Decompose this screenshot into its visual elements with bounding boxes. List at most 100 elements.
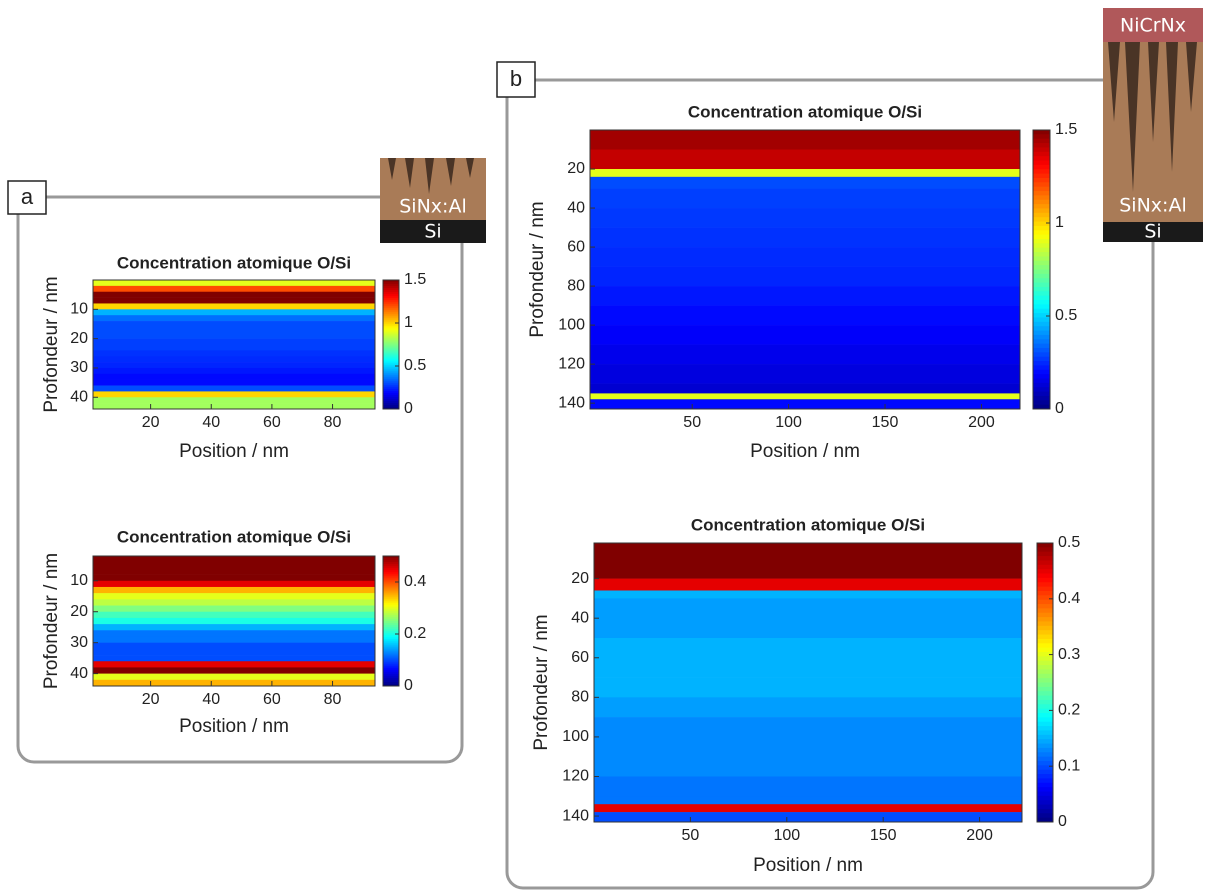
colorbar-cell bbox=[383, 653, 399, 657]
y-tick-label: 30 bbox=[70, 634, 88, 651]
heat-row bbox=[93, 605, 375, 613]
colorbar-cell bbox=[1037, 617, 1053, 622]
colorbar-cell bbox=[383, 332, 399, 335]
colorbar-cell bbox=[1033, 208, 1050, 214]
colorbar-cell bbox=[1037, 551, 1053, 557]
x-axis-label: Position / nm bbox=[179, 441, 289, 462]
heat-row bbox=[93, 667, 375, 674]
colorbar-cell bbox=[383, 396, 399, 400]
colorbar-cell bbox=[1037, 778, 1053, 784]
y-tick-label: 120 bbox=[558, 355, 585, 372]
chart: 50 100 150 200 20 40 60 80 100 120 140 0 0.5 1 1.5 Conc… bbox=[527, 102, 1077, 462]
colorbar-cell bbox=[383, 288, 399, 291]
colorbar-cell bbox=[383, 623, 399, 626]
colorbar-cell bbox=[1033, 217, 1050, 223]
colorbar-cell bbox=[383, 328, 399, 331]
colorbar-cell bbox=[1037, 604, 1053, 609]
colorbar-cell bbox=[1033, 278, 1050, 284]
colorbar-cell bbox=[1037, 582, 1053, 588]
colorbar-cell bbox=[383, 376, 399, 380]
colorbar-cell bbox=[1033, 282, 1050, 288]
colorbar-cell bbox=[383, 582, 399, 585]
colorbar-cell bbox=[383, 392, 399, 396]
colorbar-cell bbox=[1033, 269, 1050, 275]
colorbar-cell bbox=[1033, 391, 1050, 397]
colorbar-cell bbox=[1037, 599, 1053, 605]
x-tick-label: 20 bbox=[142, 414, 160, 431]
y-axis-label: Profondeur / nm bbox=[41, 276, 62, 412]
colorbar-cell bbox=[1033, 177, 1050, 183]
layer bbox=[1103, 8, 1203, 42]
panel-frame bbox=[16, 195, 464, 764]
colorbar-cell bbox=[1037, 743, 1053, 749]
colorbar-cell bbox=[1037, 817, 1053, 823]
y-tick-label: 20 bbox=[70, 330, 88, 347]
layer-label: SiNx:Al bbox=[399, 196, 466, 218]
colorbar-cell bbox=[383, 669, 399, 673]
colorbar-cell bbox=[383, 390, 399, 394]
heat-row bbox=[93, 280, 375, 287]
colorbar-cell bbox=[383, 366, 399, 370]
colorbar-cell bbox=[1037, 686, 1053, 692]
colorbar-cell bbox=[383, 602, 399, 606]
panel-label-box bbox=[7, 180, 47, 215]
layer bbox=[1103, 222, 1203, 242]
colorbar-cell bbox=[383, 572, 399, 575]
colorbar-cell bbox=[383, 673, 399, 677]
colorbar-cell bbox=[383, 643, 399, 646]
colorbar-cell bbox=[383, 570, 399, 573]
colorbar-cell bbox=[383, 306, 399, 309]
colorbar-cell bbox=[383, 302, 399, 305]
colorbar-cell bbox=[1037, 586, 1053, 592]
colorbar-cell bbox=[383, 612, 399, 616]
heat-row bbox=[93, 403, 375, 410]
colorbar-tick-label: 0.2 bbox=[1058, 702, 1080, 719]
heat-row bbox=[590, 383, 1020, 394]
colorbar-cell bbox=[383, 651, 399, 654]
colorbar-cell bbox=[383, 631, 399, 634]
colorbar-cell bbox=[1033, 186, 1050, 192]
colorbar-cell bbox=[1033, 225, 1050, 231]
colorbar-cell bbox=[383, 294, 399, 297]
colorbar-cell bbox=[383, 578, 399, 581]
y-tick-label: 10 bbox=[70, 301, 88, 318]
colorbar-cell bbox=[1037, 713, 1053, 718]
colorbar-cell bbox=[1033, 173, 1050, 179]
layer-stack: SiNx:Al Si bbox=[380, 158, 486, 243]
colorbar-cell bbox=[383, 590, 399, 594]
colorbar-tick-label: 0.5 bbox=[1058, 534, 1080, 551]
colorbar-cell bbox=[383, 362, 399, 366]
colorbar-cell bbox=[383, 681, 399, 685]
colorbar-cell bbox=[383, 320, 399, 323]
heat-row bbox=[93, 391, 375, 398]
colorbar-cell bbox=[383, 580, 399, 583]
colorbar-cell bbox=[1037, 682, 1053, 688]
colorbar-tick-label: 0.5 bbox=[1055, 307, 1077, 324]
colorbar-cell bbox=[383, 314, 399, 317]
colorbar-cell bbox=[1033, 234, 1050, 240]
heat-row bbox=[93, 655, 375, 662]
colorbar-cell bbox=[383, 677, 399, 681]
colorbar-cell bbox=[1037, 734, 1053, 740]
colorbar-cell bbox=[383, 402, 399, 406]
colorbar-cell bbox=[1037, 791, 1053, 797]
colorbar-cell bbox=[383, 372, 399, 376]
colorbar-cell bbox=[383, 380, 399, 384]
heat-row bbox=[590, 344, 1020, 365]
heat-row bbox=[590, 247, 1020, 267]
colorbar-cell bbox=[1037, 612, 1053, 618]
colorbar-cell bbox=[1033, 164, 1050, 170]
colorbar-cell bbox=[383, 568, 399, 571]
y-axis-label: Profondeur / nm bbox=[41, 553, 62, 689]
heat-row bbox=[93, 326, 375, 334]
colorbar-cell bbox=[1033, 334, 1050, 340]
heat-row bbox=[594, 558, 1022, 579]
heat-row bbox=[590, 188, 1020, 209]
colorbar-cell bbox=[383, 616, 399, 620]
heat-row bbox=[93, 556, 375, 563]
colorbar-cell bbox=[1037, 651, 1053, 657]
heat-row bbox=[594, 804, 1022, 813]
colorbar-cell bbox=[383, 404, 399, 408]
colorbar-cell bbox=[1037, 595, 1053, 601]
colorbar-cell bbox=[383, 606, 399, 610]
